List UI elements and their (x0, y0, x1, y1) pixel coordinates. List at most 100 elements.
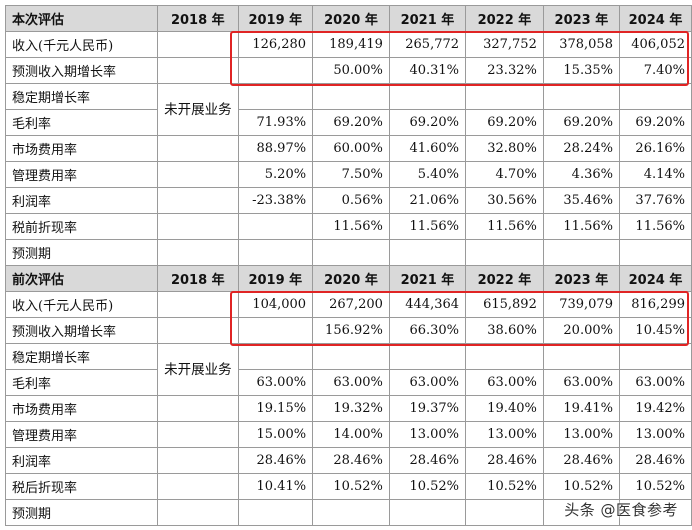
year-header: 2023 年 (542, 5, 620, 32)
empty-cell (157, 317, 239, 344)
table-row: 收入(千元人民币) 126,280 189,419 265,772 327,752 378… (4, 31, 692, 58)
value-cell (388, 83, 467, 110)
row-label: 毛利率 (4, 109, 159, 136)
value-cell: 444,364 (388, 291, 467, 318)
value-cell: 88.97% (237, 135, 314, 162)
value-cell: 28.46% (618, 447, 692, 474)
value-cell: 50.00% (312, 57, 390, 84)
year-header: 2021 年 (388, 265, 467, 292)
value-cell (237, 499, 314, 526)
row-label: 预测收入期增长率 (4, 57, 159, 84)
value-cell: 69.20% (312, 109, 390, 136)
table-row: 预测期 (4, 499, 692, 526)
year-header: 2020 年 (312, 5, 390, 32)
not-started-note: 未开展业务 (157, 83, 239, 136)
value-cell: 11.56% (388, 213, 467, 240)
value-cell: 0.56% (312, 187, 390, 214)
value-cell: 60.00% (312, 135, 390, 162)
value-cell: 28.46% (542, 447, 620, 474)
table-row: 税后折现率 10.41% 10.52% 10.52% 10.52% 10.52% 10.52… (4, 473, 692, 500)
value-cell: 69.20% (618, 109, 692, 136)
value-cell: 28.46% (312, 447, 390, 474)
row-label: 预测收入期增长率 (4, 317, 159, 344)
value-cell: 40.31% (388, 57, 467, 84)
table-row: 税前折现率 11.56% 11.56% 11.56% 11.56% 11.56% (4, 213, 692, 240)
empty-cell (157, 421, 239, 448)
value-cell: 5.20% (237, 161, 314, 188)
value-cell: 66.30% (388, 317, 467, 344)
value-cell: 30.56% (465, 187, 544, 214)
value-cell: 11.56% (312, 213, 390, 240)
value-cell: 378,058 (542, 31, 620, 58)
table-row: 管理费用率 5.20% 7.50% 5.40% 4.70% 4.36% 4.14% (4, 161, 692, 188)
value-cell: 69.20% (465, 109, 544, 136)
value-cell (618, 239, 692, 266)
value-cell: 267,200 (312, 291, 390, 318)
value-cell: 739,079 (542, 291, 620, 318)
value-cell (388, 499, 467, 526)
value-cell: 63.00% (465, 369, 544, 396)
empty-cell (157, 161, 239, 188)
row-label: 预测期 (4, 239, 159, 266)
table-row: 管理费用率 15.00% 14.00% 13.00% 13.00% 13.00% 13.00… (4, 421, 692, 448)
not-started-note: 未开展业务 (157, 343, 239, 396)
value-cell: 20.00% (542, 317, 620, 344)
value-cell: 19.40% (465, 395, 544, 422)
row-label: 收入(千元人民币) (4, 291, 159, 318)
value-cell: 15.00% (237, 421, 314, 448)
value-cell: 69.20% (542, 109, 620, 136)
value-cell (237, 239, 314, 266)
value-cell: 4.36% (542, 161, 620, 188)
table-row: 毛利率 63.00% 63.00% 63.00% 63.00% 63.00% 63.00% (4, 369, 692, 396)
value-cell (618, 83, 692, 110)
value-cell: 10.52% (312, 473, 390, 500)
value-cell: 10.52% (388, 473, 467, 500)
value-cell (542, 343, 620, 370)
empty-cell (157, 291, 239, 318)
value-cell: 104,000 (237, 291, 314, 318)
value-cell: 13.00% (618, 421, 692, 448)
value-cell: 19.42% (618, 395, 692, 422)
value-cell: 7.40% (618, 57, 692, 84)
value-cell: 5.40% (388, 161, 467, 188)
value-cell: 10.52% (618, 473, 692, 500)
empty-cell (157, 213, 239, 240)
row-label: 市场费用率 (4, 395, 159, 422)
row-label: 预测期 (4, 499, 159, 526)
table-row: 收入(千元人民币) 104,000 267,200 444,364 615,892 739… (4, 291, 692, 318)
value-cell: 10.52% (465, 473, 544, 500)
year-header: 2020 年 (312, 265, 390, 292)
value-cell: 28.46% (388, 447, 467, 474)
value-cell: 816,299 (618, 291, 692, 318)
year-header: 2019 年 (237, 265, 314, 292)
empty-cell (157, 187, 239, 214)
table-row: 稳定期增长率 未开展业务 (4, 343, 692, 396)
table-row: 稳定期增长率 未开展业务 (4, 83, 692, 136)
year-header: 2024 年 (618, 5, 692, 32)
row-label: 稳定期增长率 (4, 343, 159, 370)
value-cell: 19.37% (388, 395, 467, 422)
year-header: 2018 年 (157, 5, 239, 32)
value-cell: 71.93% (237, 109, 314, 136)
value-cell: 11.56% (465, 213, 544, 240)
value-cell: 126,280 (237, 31, 314, 58)
row-label: 收入(千元人民币) (4, 31, 159, 58)
empty-cell (157, 447, 239, 474)
section-header: 前次评估 2018 年 2019 年 2020 年 2021 年 2022 年 2023 年… (4, 265, 692, 292)
row-label: 税后折现率 (4, 473, 159, 500)
empty-cell (157, 57, 239, 84)
value-cell: 10.41% (237, 473, 314, 500)
value-cell (618, 343, 692, 370)
year-header: 2022 年 (465, 265, 544, 292)
year-header: 2023 年 (542, 265, 620, 292)
value-cell: 14.00% (312, 421, 390, 448)
year-header: 2018 年 (157, 265, 239, 292)
value-cell (237, 57, 314, 84)
section-header: 本次评估 2018 年 2019 年 2020 年 2021 年 2022 年 2023 年… (4, 5, 692, 32)
value-cell (542, 499, 620, 526)
value-cell: 11.56% (618, 213, 692, 240)
value-cell (312, 83, 390, 110)
value-cell (237, 317, 314, 344)
value-cell: 28.46% (237, 447, 314, 474)
empty-cell (157, 499, 239, 526)
